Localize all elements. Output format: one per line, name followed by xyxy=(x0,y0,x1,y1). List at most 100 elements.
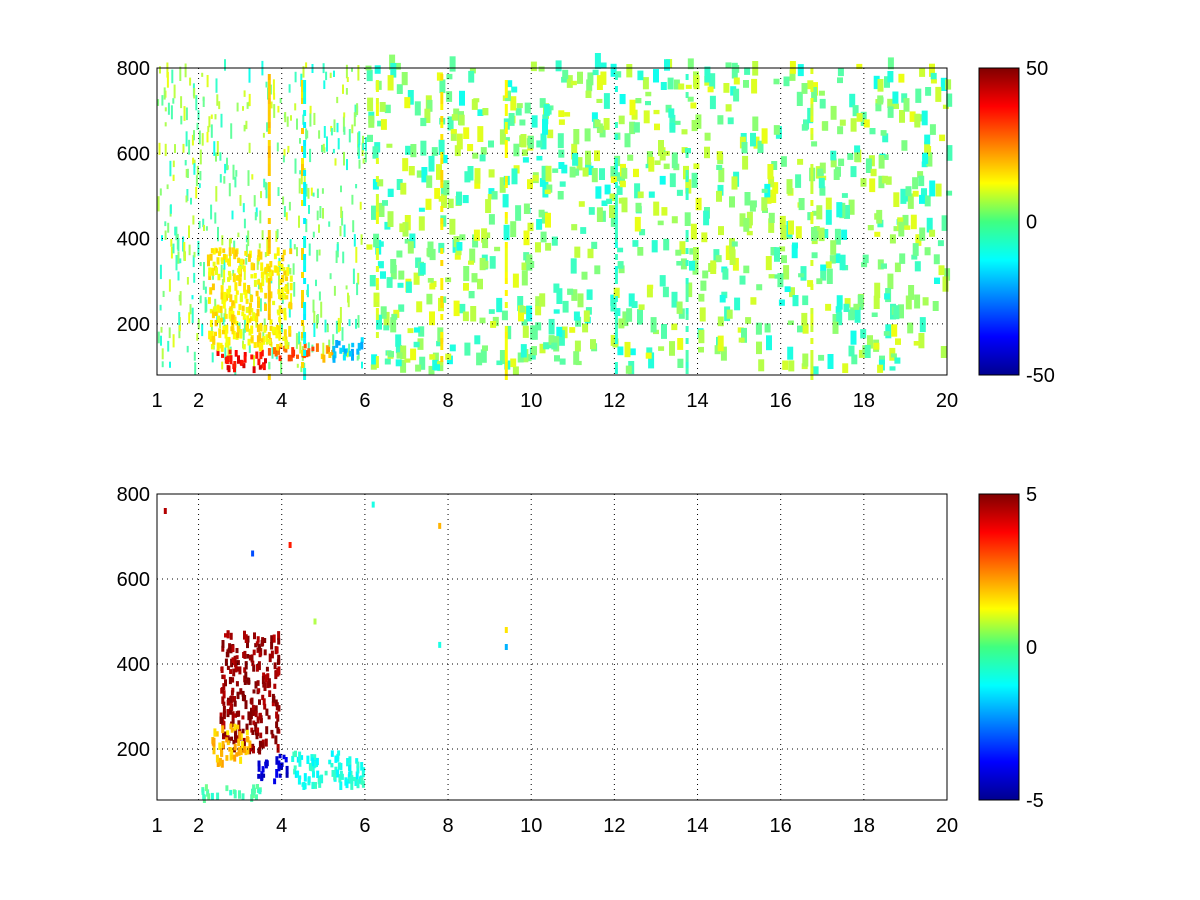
heatmap-cell xyxy=(685,356,689,362)
heatmap-cell xyxy=(233,253,237,260)
heatmap-cell xyxy=(316,210,319,221)
heatmap-cell xyxy=(287,342,290,347)
heatmap-cell xyxy=(653,109,660,115)
heatmap-cell xyxy=(227,709,231,715)
heatmap-cell xyxy=(729,196,735,208)
heatmap-cell xyxy=(270,101,273,109)
heatmap-cell xyxy=(218,101,221,110)
x-tick-label: 1 xyxy=(151,390,162,412)
heatmap-cell xyxy=(315,757,319,766)
heatmap-cell xyxy=(903,98,910,112)
heatmap-cell xyxy=(935,183,942,197)
heatmap-cell xyxy=(220,264,223,278)
heatmap-cell xyxy=(246,102,249,109)
heatmap-cell xyxy=(267,290,271,296)
heatmap-cell xyxy=(301,170,304,176)
heatmap-cell xyxy=(798,273,805,278)
heatmap-cell xyxy=(541,165,548,181)
heatmap-cell xyxy=(387,75,394,91)
heatmap-cell xyxy=(472,234,479,248)
heatmap-cell xyxy=(282,249,286,256)
heatmap-cell xyxy=(336,96,339,104)
heatmap-cell xyxy=(301,188,304,194)
heatmap-cell xyxy=(225,324,229,334)
heatmap-cell xyxy=(572,153,579,166)
heatmap-cell xyxy=(284,339,288,349)
heatmap-cell xyxy=(225,737,229,743)
heatmap-cell xyxy=(254,212,257,221)
heatmap-cell xyxy=(184,251,186,261)
heatmap-cell xyxy=(175,255,178,271)
heatmap-cell xyxy=(331,770,335,777)
heatmap-cell xyxy=(303,242,307,248)
heatmap-cell xyxy=(861,262,868,268)
heatmap-cell xyxy=(811,227,817,241)
heatmap-cell xyxy=(582,167,589,177)
heatmap-cell xyxy=(407,90,414,105)
heatmap-cell xyxy=(523,230,530,246)
grid-1 xyxy=(157,68,947,375)
heatmap-cell xyxy=(774,274,781,279)
heatmap-cell xyxy=(843,303,850,312)
heatmap-cell xyxy=(844,298,851,308)
heatmap-cell xyxy=(590,339,596,350)
heatmap-cell xyxy=(220,285,224,294)
heatmap-cell xyxy=(207,297,211,304)
heatmap-cell xyxy=(921,161,928,168)
x-tick-label: 10 xyxy=(520,815,542,837)
heatmap-cell xyxy=(614,224,618,230)
heatmap-cell xyxy=(690,223,697,240)
heatmap-cell xyxy=(255,664,259,672)
heatmap-cell xyxy=(234,727,238,736)
heatmap-cell xyxy=(301,254,304,260)
heatmap-cell xyxy=(259,322,263,332)
heatmap-cell xyxy=(303,110,307,116)
heatmap-cell xyxy=(583,310,590,322)
heatmap-cell xyxy=(802,323,809,334)
heatmap-cell xyxy=(384,221,391,230)
heatmap-cell xyxy=(207,259,210,267)
heatmap-cell xyxy=(429,311,435,326)
heatmap-cell xyxy=(258,646,262,652)
x-tick-label: 10 xyxy=(520,390,542,412)
heatmap-cell xyxy=(836,202,843,218)
heatmap-cell xyxy=(488,169,495,178)
heatmap-cell xyxy=(810,134,814,140)
heatmap-cell xyxy=(233,723,237,731)
heatmap-cell xyxy=(302,782,306,790)
heatmap-cell xyxy=(810,110,814,116)
heatmap-cell xyxy=(320,353,324,360)
heatmap-cell xyxy=(261,675,265,685)
heatmap-cell xyxy=(867,335,873,349)
heatmap-cell xyxy=(250,294,254,303)
heatmap-cell xyxy=(614,172,621,182)
heatmap-cell xyxy=(874,282,881,298)
heatmap-cell xyxy=(547,129,554,139)
heatmap-cell xyxy=(449,56,456,72)
heatmap-cell xyxy=(937,240,944,247)
heatmap-cell xyxy=(260,338,264,343)
heatmap-cell xyxy=(245,729,249,736)
heatmap-cell xyxy=(873,295,880,309)
heatmap-cell xyxy=(926,152,933,167)
heatmap-cell xyxy=(228,349,232,355)
heatmap-cell xyxy=(877,364,884,373)
heatmap-cell xyxy=(494,246,501,252)
heatmap-cell xyxy=(221,278,224,285)
heatmap-cell xyxy=(361,770,365,778)
heatmap-cell xyxy=(918,333,925,349)
heatmap-cell xyxy=(455,247,462,256)
heatmap-cell xyxy=(614,326,618,332)
heatmap-cell xyxy=(349,350,353,357)
heatmap-cell xyxy=(371,501,375,508)
heatmap-cell xyxy=(251,730,255,735)
heatmap-cell xyxy=(431,147,438,156)
heatmap-cell xyxy=(613,287,620,298)
heatmap-cell xyxy=(238,277,242,287)
heatmap-cell xyxy=(311,346,315,352)
heatmap-cell xyxy=(552,168,559,173)
heatmap-cell xyxy=(691,120,698,132)
heatmap-cell xyxy=(235,290,239,295)
heatmap-cell xyxy=(162,290,165,297)
